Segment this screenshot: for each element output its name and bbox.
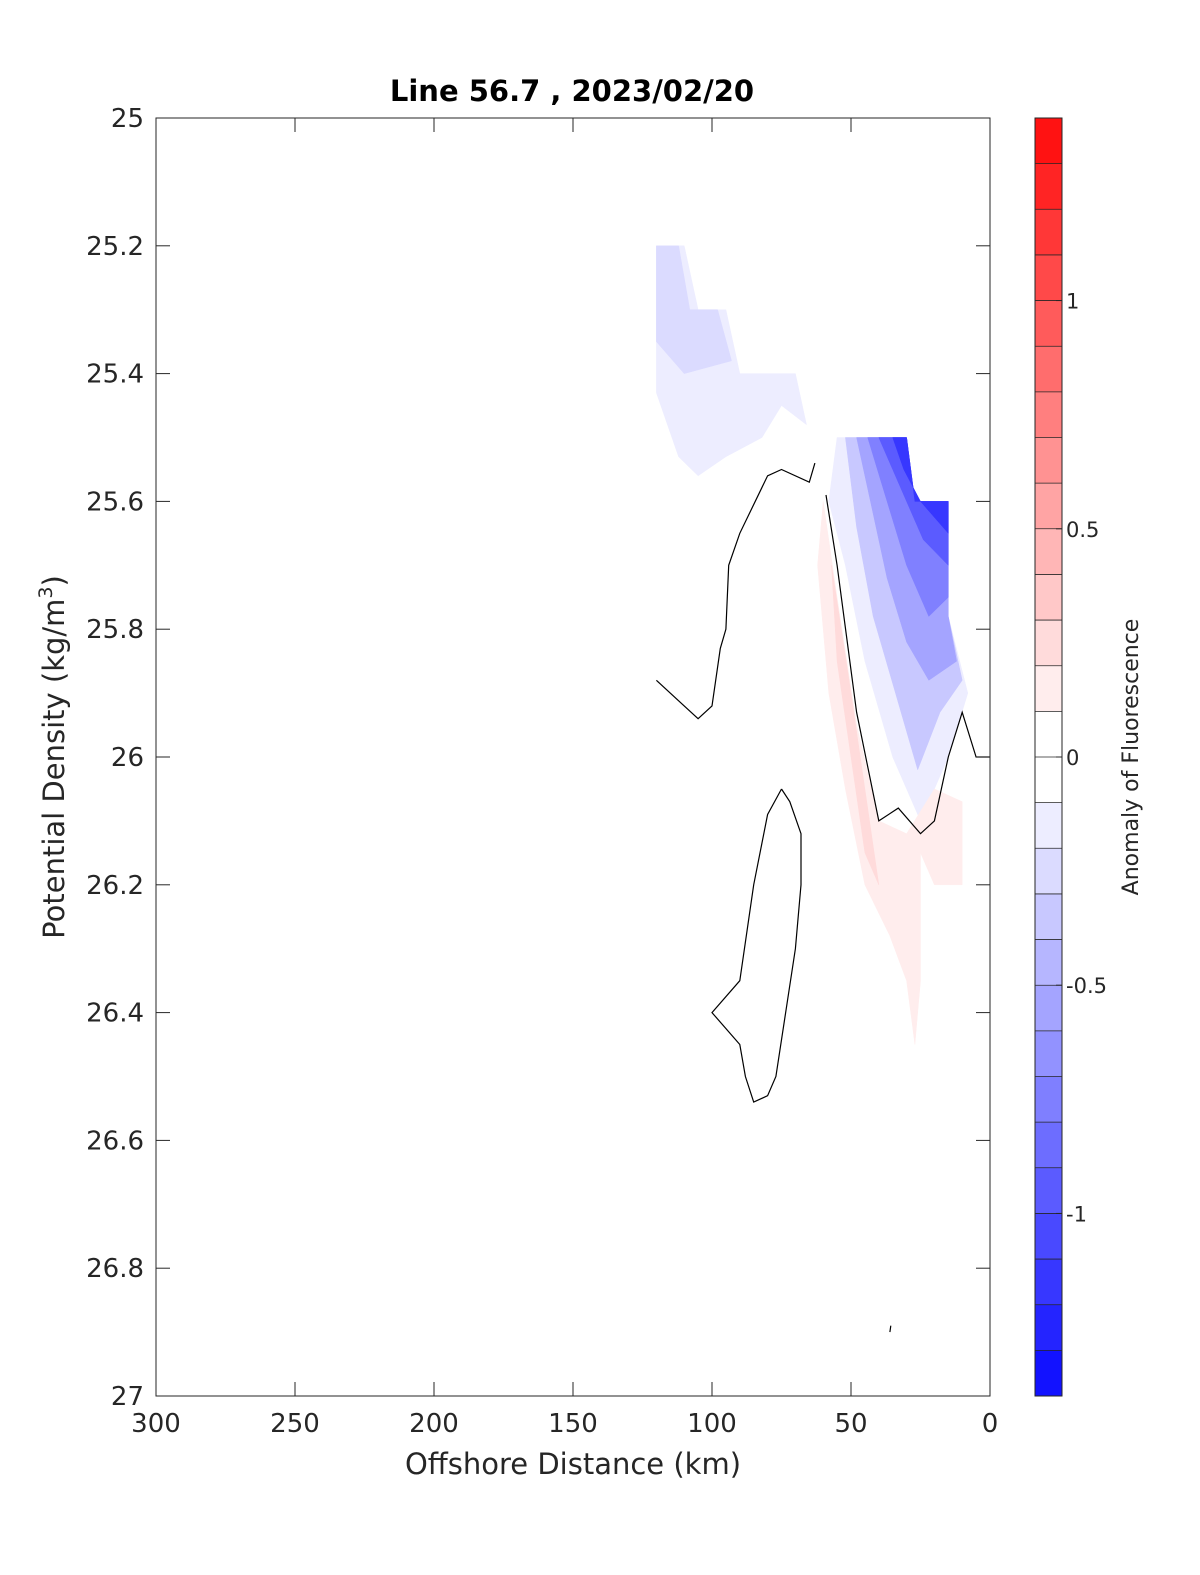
colorbar-segment: [1035, 985, 1062, 1031]
y-axis-title: Potential Density (kg/m3): [35, 575, 71, 939]
colorbar-tick-label: 1: [1066, 290, 1079, 314]
colorbar-segment: [1035, 1213, 1062, 1260]
colorbar-segment: [1035, 483, 1062, 529]
y-axis: 25 25.2 25.4 25.6 25.8 26 26.2 26.4 26.6 26.8 27: [86, 104, 990, 1412]
zero-contour-lines: [655, 462, 990, 1333]
x-tick-label: 50: [834, 1409, 867, 1439]
colorbar-segment: [1035, 848, 1062, 894]
y-tick-label: 25.2: [86, 232, 144, 262]
y-axis-title-superscript: 3: [35, 586, 57, 598]
x-axis: 300 250 200 150 100 50 0: [131, 118, 998, 1439]
colorbar-segment: [1035, 209, 1062, 255]
colorbar-segment: [1035, 620, 1062, 666]
x-tick-label: 100: [687, 1409, 737, 1439]
zero-contour-3: [889, 1325, 892, 1333]
colorbar-segment: [1035, 391, 1062, 438]
x-tick-label: 150: [548, 1409, 598, 1439]
y-tick-label: 26.4: [86, 999, 144, 1029]
filled-region-9: [831, 565, 880, 885]
colorbar-segment: [1035, 1122, 1062, 1168]
colorbar-tick-label: -0.5: [1066, 974, 1107, 998]
colorbar-segment: [1035, 757, 1062, 803]
y-tick-label: 25.4: [86, 360, 144, 390]
colorbar-tick-label: 0.5: [1066, 518, 1099, 542]
filled-contours: [656, 245, 969, 1045]
y-tick-label: 26.8: [86, 1254, 144, 1284]
colorbar-segment: [1035, 1259, 1062, 1305]
plot-area: [156, 118, 990, 1396]
colorbar-segment: [1035, 665, 1062, 712]
colorbar-title: Anomaly of Fluorescence: [1119, 619, 1144, 896]
colorbar-segment: [1035, 574, 1062, 621]
colorbar-segment: [1035, 1076, 1062, 1123]
x-axis-title: Offshore Distance (km): [405, 1447, 741, 1481]
colorbar-segment: [1035, 939, 1062, 986]
y-axis-title-suffix: ): [37, 575, 71, 586]
colorbar-segment: [1035, 118, 1062, 164]
y-tick-label: 26: [111, 743, 144, 773]
colorbar-segment: [1035, 528, 1062, 575]
y-axis-title-prefix: Potential Density (kg/m: [37, 599, 71, 939]
colorbar-segment: [1035, 711, 1062, 757]
colorbar-frame: [1034, 117, 1063, 1397]
colorbar-segment: [1035, 254, 1062, 301]
colorbar-segment: [1035, 1304, 1062, 1351]
y-tick-label: 26.6: [86, 1126, 144, 1156]
x-tick-label: 0: [982, 1409, 999, 1439]
chart-title: Line 56.7 , 2023/02/20: [390, 74, 754, 108]
colorbar-segment: [1035, 437, 1062, 484]
colorbar-segment: [1035, 1030, 1062, 1077]
x-tick-label: 200: [409, 1409, 459, 1439]
y-tick-label: 25.6: [86, 487, 144, 517]
colorbar-tick-label: 0: [1066, 746, 1079, 770]
zero-contour-0: [655, 462, 816, 720]
colorbar-tick-label: -1: [1066, 1202, 1087, 1226]
colorbar-segment: [1035, 163, 1062, 210]
filled-region-7: [892, 437, 949, 534]
y-tick-label: 27: [111, 1382, 144, 1412]
x-tick-label: 300: [131, 1409, 181, 1439]
x-tick-label: 250: [270, 1409, 320, 1439]
colorbar-segment: [1035, 346, 1062, 392]
colorbar-segment: [1035, 802, 1062, 849]
y-tick-label: 25: [111, 104, 144, 134]
colorbar-segment: [1035, 300, 1062, 347]
y-tick-label: 26.2: [86, 871, 144, 901]
colorbar-segment: [1035, 1167, 1062, 1214]
zero-contour-2: [711, 788, 802, 1103]
filled-region-1: [656, 245, 732, 374]
colorbar-segment: [1035, 1350, 1062, 1396]
y-tick-label: 25.8: [86, 615, 144, 645]
colorbar-segment: [1035, 893, 1062, 940]
colorbar: 1 0.5 0 -0.5 -1: [1035, 118, 1107, 1397]
zero-contour-1: [825, 494, 990, 835]
